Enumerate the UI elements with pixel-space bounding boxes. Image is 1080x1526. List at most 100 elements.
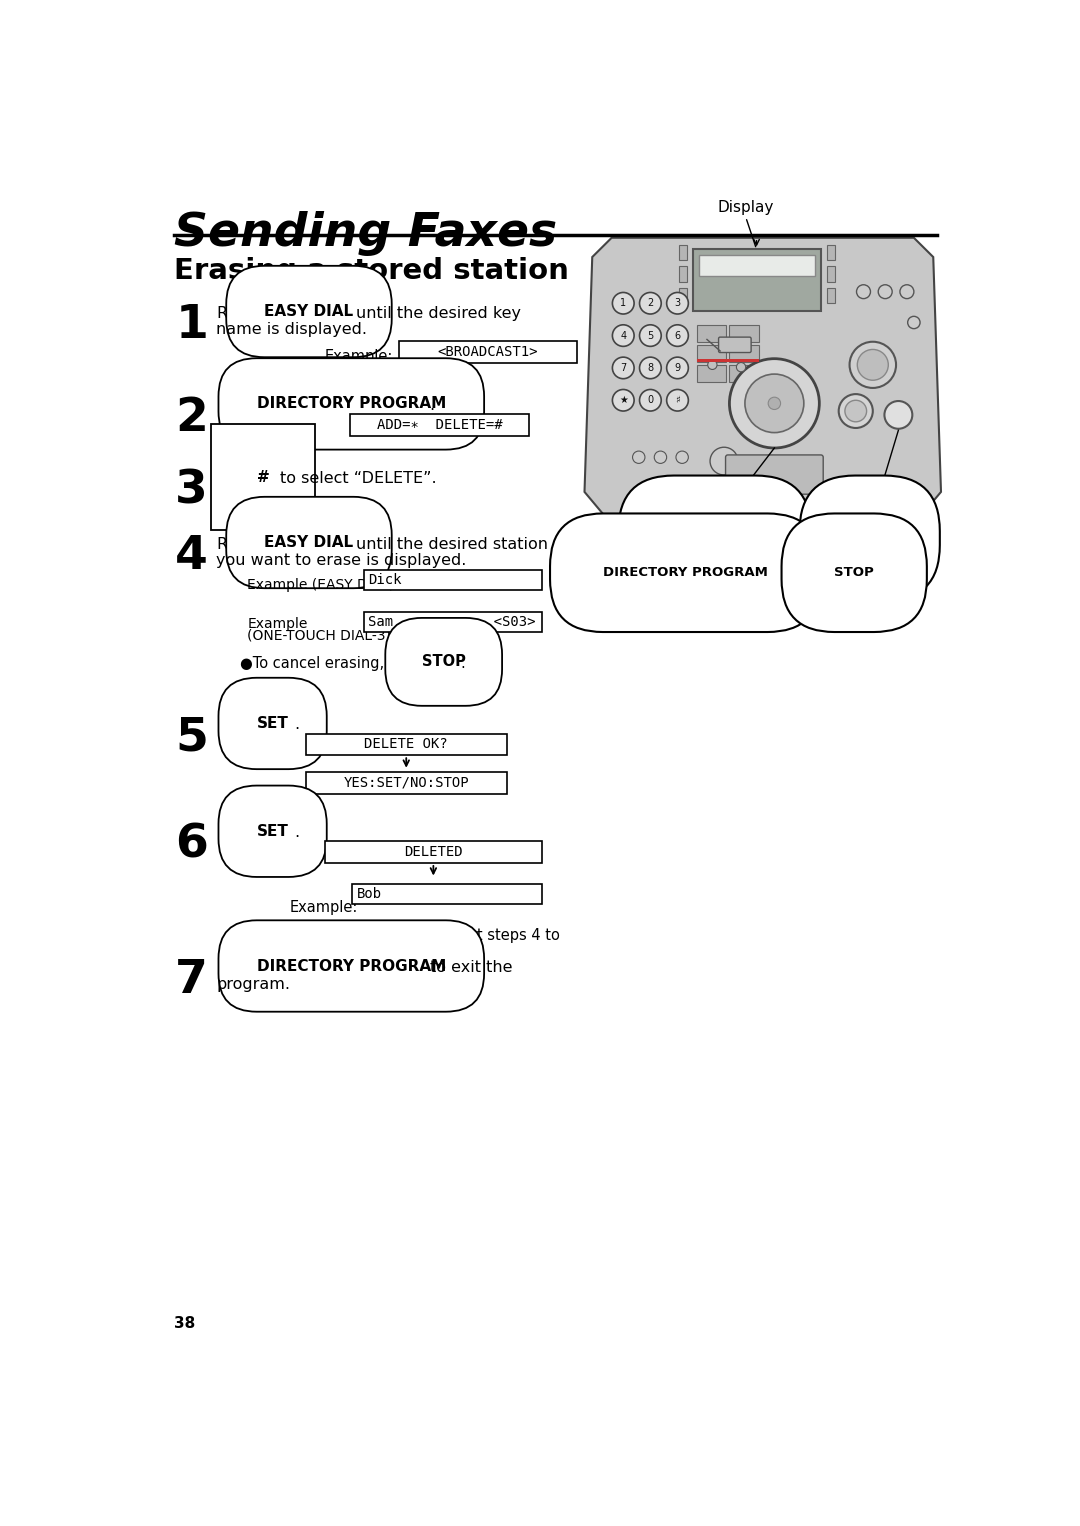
Text: 1: 1 <box>620 298 626 308</box>
Text: Erasing a stored station: Erasing a stored station <box>174 256 569 285</box>
Polygon shape <box>584 238 941 514</box>
Text: SET: SET <box>257 716 288 731</box>
Text: 7: 7 <box>175 958 208 1003</box>
FancyBboxPatch shape <box>364 612 542 632</box>
Text: Press: Press <box>216 717 258 732</box>
Text: DIRECTORY PROGRAM: DIRECTORY PROGRAM <box>603 566 768 580</box>
FancyBboxPatch shape <box>827 288 835 304</box>
Circle shape <box>676 452 688 464</box>
Text: Example (EASY DIAL):: Example (EASY DIAL): <box>247 578 400 592</box>
FancyBboxPatch shape <box>697 345 727 362</box>
Circle shape <box>858 349 889 380</box>
FancyBboxPatch shape <box>729 325 759 342</box>
Text: SET: SET <box>257 824 288 839</box>
Circle shape <box>768 397 781 409</box>
Text: .: . <box>294 826 299 841</box>
Text: you want to erase is displayed.: you want to erase is displayed. <box>216 554 467 569</box>
FancyBboxPatch shape <box>399 340 577 363</box>
Text: DIRECTORY PROGRAM: DIRECTORY PROGRAM <box>257 397 446 412</box>
Circle shape <box>729 359 820 449</box>
Text: 3: 3 <box>175 468 208 514</box>
Text: Example:: Example: <box>291 900 359 916</box>
Text: DIRECTORY PROGRAM: DIRECTORY PROGRAM <box>257 958 446 974</box>
Text: DELETED: DELETED <box>404 845 462 859</box>
Circle shape <box>745 374 804 432</box>
Text: SET: SET <box>855 531 885 545</box>
FancyBboxPatch shape <box>827 244 835 259</box>
Text: Rotate: Rotate <box>216 537 269 551</box>
Text: 4: 4 <box>620 331 626 340</box>
Text: .: . <box>430 398 434 414</box>
FancyBboxPatch shape <box>729 345 759 362</box>
Text: EASY DIAL: EASY DIAL <box>265 304 353 319</box>
Text: 2: 2 <box>647 298 653 308</box>
FancyBboxPatch shape <box>827 266 835 282</box>
Circle shape <box>900 285 914 299</box>
Circle shape <box>666 357 688 378</box>
Text: STOP: STOP <box>422 655 465 670</box>
Text: ADD=∗  DELETE=#: ADD=∗ DELETE=# <box>377 418 502 432</box>
Text: ●To cancel erasing, press: ●To cancel erasing, press <box>240 656 428 671</box>
FancyBboxPatch shape <box>350 414 529 436</box>
FancyBboxPatch shape <box>697 325 727 342</box>
Text: Rotate: Rotate <box>216 305 269 320</box>
FancyBboxPatch shape <box>699 255 814 276</box>
FancyBboxPatch shape <box>352 884 542 903</box>
Circle shape <box>845 400 866 421</box>
Text: 38: 38 <box>174 1317 195 1331</box>
Text: 8: 8 <box>647 363 653 372</box>
Text: 6: 6 <box>674 331 680 340</box>
Text: .: . <box>294 717 299 732</box>
Circle shape <box>639 389 661 410</box>
Text: ★: ★ <box>619 395 627 406</box>
Text: <BROADCAST1>: <BROADCAST1> <box>437 345 538 359</box>
Circle shape <box>654 452 666 464</box>
Text: program.: program. <box>216 977 291 992</box>
Text: DELETE OK?: DELETE OK? <box>364 737 448 751</box>
Circle shape <box>737 363 745 372</box>
Circle shape <box>710 447 738 475</box>
Text: 4: 4 <box>175 534 208 580</box>
Circle shape <box>839 394 873 427</box>
Text: Press: Press <box>216 398 258 414</box>
Text: Bob: Bob <box>356 887 381 900</box>
Circle shape <box>878 285 892 299</box>
Text: 5: 5 <box>647 331 653 340</box>
Text: Display: Display <box>717 200 774 215</box>
FancyBboxPatch shape <box>729 365 759 382</box>
Text: 9: 9 <box>674 363 680 372</box>
Text: Press: Press <box>216 826 258 841</box>
Circle shape <box>639 325 661 346</box>
Circle shape <box>633 452 645 464</box>
Text: EASY DIAL: EASY DIAL <box>265 536 353 549</box>
Text: 1: 1 <box>175 304 208 348</box>
FancyBboxPatch shape <box>697 365 727 382</box>
Text: until the desired station: until the desired station <box>356 537 548 551</box>
Text: to exit the: to exit the <box>430 960 512 975</box>
Text: 2: 2 <box>175 395 208 441</box>
FancyBboxPatch shape <box>325 841 542 864</box>
FancyBboxPatch shape <box>679 244 687 259</box>
FancyBboxPatch shape <box>364 571 542 591</box>
Text: to select “DELETE”.: to select “DELETE”. <box>280 472 436 487</box>
Circle shape <box>639 293 661 314</box>
Text: until the desired key: until the desired key <box>356 305 521 320</box>
Circle shape <box>885 401 913 429</box>
Text: 7: 7 <box>620 363 626 372</box>
Text: name is displayed.: name is displayed. <box>216 322 367 337</box>
Text: Example:: Example: <box>325 349 393 365</box>
FancyBboxPatch shape <box>726 455 823 494</box>
Text: 6.: 6. <box>252 945 266 958</box>
Circle shape <box>612 325 634 346</box>
Text: Press: Press <box>216 472 258 487</box>
Text: YES:SET/NO:STOP: YES:SET/NO:STOP <box>343 775 469 790</box>
Text: ♯: ♯ <box>675 395 680 406</box>
Text: 0: 0 <box>647 395 653 406</box>
Circle shape <box>666 325 688 346</box>
FancyBboxPatch shape <box>693 249 821 311</box>
Text: 3: 3 <box>674 298 680 308</box>
Text: 6: 6 <box>175 823 208 868</box>
Text: #: # <box>257 470 269 485</box>
Text: Press: Press <box>216 960 258 975</box>
FancyBboxPatch shape <box>718 337 751 353</box>
